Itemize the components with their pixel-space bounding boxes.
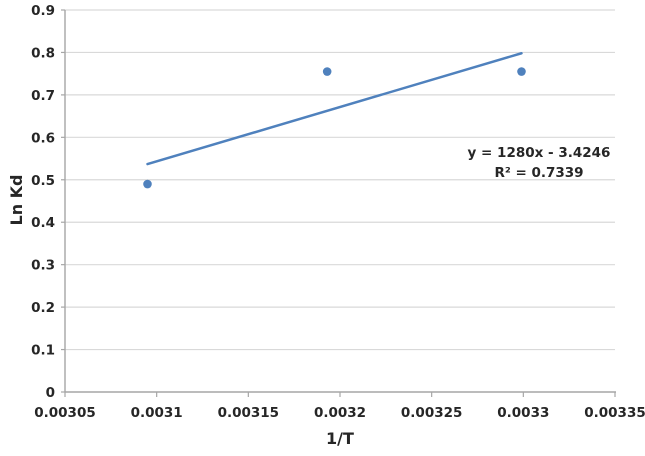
x-tick-label: 0.0031 [131, 405, 183, 421]
data-point [322, 67, 332, 76]
y-tick-label: 0.2 [31, 300, 55, 316]
x-tick-label: 0.0033 [497, 405, 549, 421]
x-tick-label: 0.00305 [34, 405, 96, 421]
y-tick-label: 0.9 [31, 3, 55, 19]
x-tick-label: 0.00335 [584, 405, 645, 421]
data-point [517, 67, 526, 76]
y-tick-label: 0.6 [31, 130, 55, 146]
trendline-equation: y = 1280x - 3.4246 [468, 145, 611, 161]
y-tick-label: 0.7 [31, 88, 55, 104]
x-tick-label: 0.0032 [314, 405, 366, 421]
plot-area: 0 0.1 0.2 0.3 0.4 0.5 0.6 0.7 0.8 0.9 0.00305 0.003… [31, 3, 645, 421]
x-tick-label: 0.00325 [401, 405, 463, 421]
x-axis-title: 1/T [326, 429, 354, 448]
y-tick-label: 0.5 [31, 173, 55, 189]
y-tick-label: 0.8 [31, 45, 55, 61]
data-point [143, 179, 152, 189]
trendline [146, 51, 523, 166]
x-tick-label: 0.00315 [218, 405, 280, 421]
y-axis-title: Ln Kd [7, 174, 26, 225]
y-tick-label: 0 [46, 385, 55, 401]
y-tick-label: 0.3 [31, 258, 55, 274]
y-tick-label: 0.4 [31, 215, 55, 231]
y-tick-label: 0.1 [31, 343, 55, 359]
r-squared-label: R² = 0.7339 [494, 165, 583, 181]
